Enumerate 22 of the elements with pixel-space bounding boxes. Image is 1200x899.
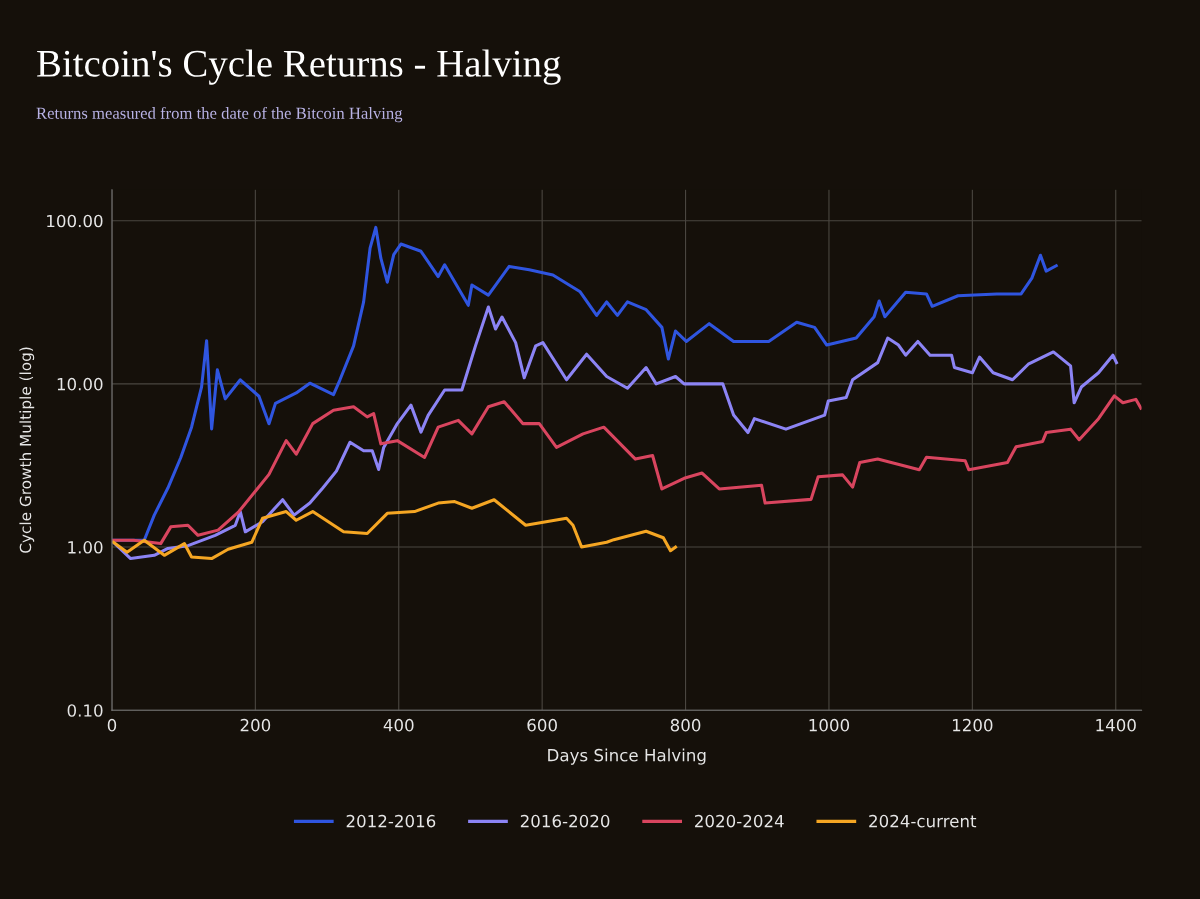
legend-label: 2020-2024 [695, 814, 784, 828]
line-series [111, 394, 1142, 546]
y-tick-label: 10.00 [57, 377, 103, 391]
x-tick-label: 200 [240, 718, 271, 732]
legend-label: 2024-current [869, 814, 977, 828]
chart-title: Bitcoin's Cycle Returns - Halving [37, 49, 561, 85]
legend-label: 2016-2020 [520, 814, 610, 828]
y-tick-label: 1.00 [68, 541, 103, 554]
x-tick-label: 400 [383, 718, 414, 732]
x-axis-title: Days Since Halving [548, 748, 706, 765]
line-series [111, 498, 678, 561]
x-tick-label: 600 [527, 718, 557, 732]
y-tick-label: 0.10 [67, 704, 103, 717]
y-axis-title: Cycle Growth Multiple (log) [19, 347, 35, 553]
x-tick-label: 1200 [952, 718, 993, 732]
y-tick-label: 100.00 [47, 214, 103, 228]
x-tick-label: 0 [107, 718, 117, 732]
x-tick-label: 1000 [809, 718, 850, 732]
x-tick-label: 800 [670, 718, 701, 732]
legend-label: 2012-2016 [346, 814, 436, 828]
chart-subtitle: Returns measured from the date of the Bitcoin Halving [36, 106, 403, 123]
x-tick-label: 1400 [1096, 718, 1136, 732]
